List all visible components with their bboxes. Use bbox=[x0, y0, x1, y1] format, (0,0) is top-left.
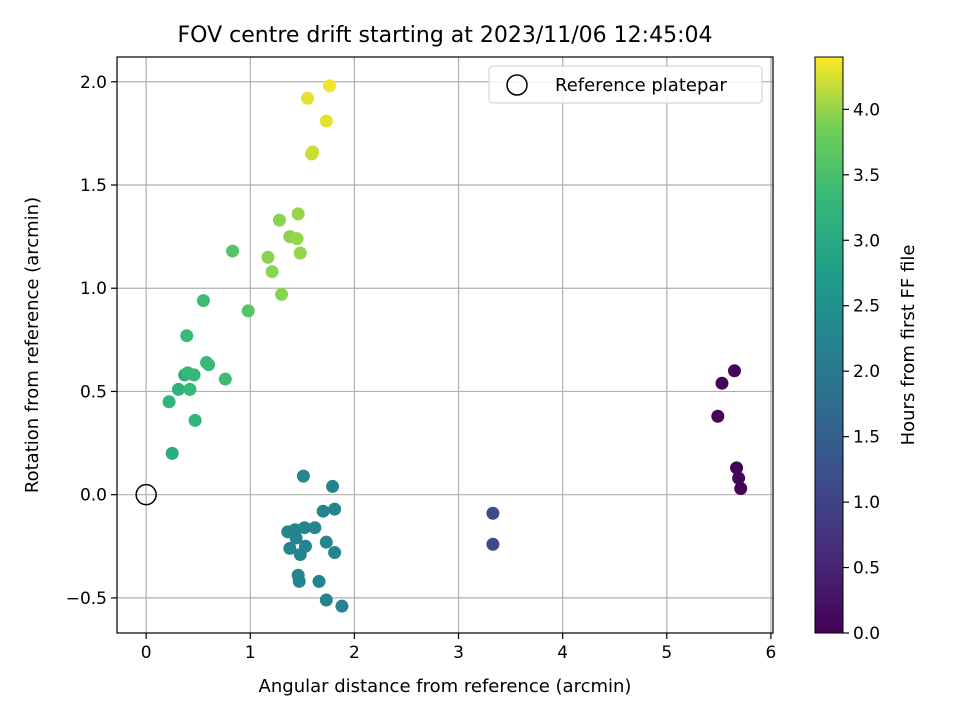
data-point bbox=[727, 364, 741, 378]
data-point bbox=[335, 599, 349, 613]
x-tick-label: 5 bbox=[661, 643, 672, 663]
y-axis-ticks: −0.5 0.0 0.5 1.0 1.5 2.0 bbox=[66, 73, 117, 609]
data-point bbox=[486, 506, 500, 520]
colorbar-label: Hours from first FF file bbox=[898, 245, 919, 446]
data-point bbox=[183, 382, 197, 396]
colorbar-ticks: 0.0 0.5 1.0 1.5 2.0 2.5 3.0 3.5 4.0 bbox=[843, 100, 880, 644]
legend: Reference platepar bbox=[488, 65, 763, 104]
y-tick-label: 2.0 bbox=[80, 73, 107, 93]
x-axis-ticks: 0 1 2 3 4 5 6 bbox=[141, 633, 777, 663]
data-point bbox=[226, 244, 240, 258]
y-axis-label: Rotation from reference (arcmin) bbox=[22, 197, 43, 493]
y-tick-label: 1.0 bbox=[80, 279, 107, 299]
data-point bbox=[283, 541, 297, 555]
data-point bbox=[275, 287, 289, 301]
y-tick-label: 1.5 bbox=[80, 176, 107, 196]
colorbar-tick-label: 3.5 bbox=[853, 166, 880, 186]
data-point bbox=[730, 461, 744, 475]
data-point bbox=[272, 213, 286, 227]
data-point bbox=[296, 469, 310, 483]
data-point bbox=[319, 535, 333, 549]
data-point bbox=[292, 574, 306, 588]
data-point bbox=[319, 114, 333, 128]
data-point bbox=[322, 79, 336, 93]
colorbar-tick-label: 3.0 bbox=[853, 231, 880, 251]
data-point bbox=[326, 479, 340, 493]
data-point bbox=[165, 446, 179, 460]
data-point bbox=[711, 409, 725, 423]
data-point bbox=[289, 531, 303, 545]
data-point bbox=[188, 413, 202, 427]
colorbar-tick-label: 0.5 bbox=[853, 559, 880, 579]
x-tick-label: 3 bbox=[453, 643, 464, 663]
data-point bbox=[162, 395, 176, 409]
data-point bbox=[218, 372, 232, 386]
x-axis-label: Angular distance from reference (arcmin) bbox=[259, 676, 632, 697]
y-tick-label: 0.0 bbox=[80, 486, 107, 506]
data-point bbox=[293, 548, 307, 562]
grid-lines bbox=[117, 57, 773, 633]
colorbar-tick-label: 0.0 bbox=[853, 624, 880, 644]
data-point bbox=[316, 504, 330, 518]
legend-marker bbox=[506, 74, 528, 96]
y-tick-label: −0.5 bbox=[66, 589, 107, 609]
data-point bbox=[301, 91, 315, 105]
data-point bbox=[732, 471, 746, 485]
x-tick-label: 0 bbox=[141, 643, 152, 663]
data-point bbox=[312, 574, 326, 588]
data-point bbox=[328, 545, 342, 559]
data-point bbox=[319, 593, 333, 607]
data-point bbox=[734, 481, 748, 495]
colorbar-tick-label: 2.5 bbox=[853, 297, 880, 317]
legend-entry: Reference platepar bbox=[555, 75, 727, 96]
data-point bbox=[293, 246, 307, 260]
data-point bbox=[261, 250, 275, 264]
data-point bbox=[265, 265, 279, 279]
data-point bbox=[290, 232, 304, 246]
colorbar-tick-label: 1.0 bbox=[853, 493, 880, 513]
data-point bbox=[715, 376, 729, 390]
data-point bbox=[187, 368, 201, 382]
reference-platepar-marker bbox=[135, 483, 157, 506]
plot-frame bbox=[116, 56, 774, 634]
data-point bbox=[291, 207, 305, 221]
y-tick-label: 0.5 bbox=[80, 382, 107, 402]
x-tick-label: 4 bbox=[557, 643, 568, 663]
data-point bbox=[486, 537, 500, 551]
colorbar-tick-label: 1.5 bbox=[853, 428, 880, 448]
legend-box bbox=[488, 65, 763, 104]
colorbar-tick-label: 4.0 bbox=[853, 100, 880, 120]
x-tick-label: 1 bbox=[245, 643, 256, 663]
data-point bbox=[305, 147, 319, 161]
colorbar-tick-label: 2.0 bbox=[853, 362, 880, 382]
x-tick-label: 2 bbox=[349, 643, 360, 663]
x-tick-label: 6 bbox=[766, 643, 777, 663]
data-points bbox=[162, 79, 748, 613]
data-point bbox=[202, 358, 216, 372]
chart-title: FOV centre drift starting at 2023/11/06 … bbox=[178, 23, 713, 48]
colorbar bbox=[814, 56, 844, 634]
data-point bbox=[308, 521, 322, 535]
data-point bbox=[297, 521, 311, 535]
data-point bbox=[180, 329, 194, 343]
data-point bbox=[171, 382, 185, 396]
data-point bbox=[196, 294, 210, 308]
data-point bbox=[328, 502, 342, 516]
data-point bbox=[241, 304, 255, 318]
